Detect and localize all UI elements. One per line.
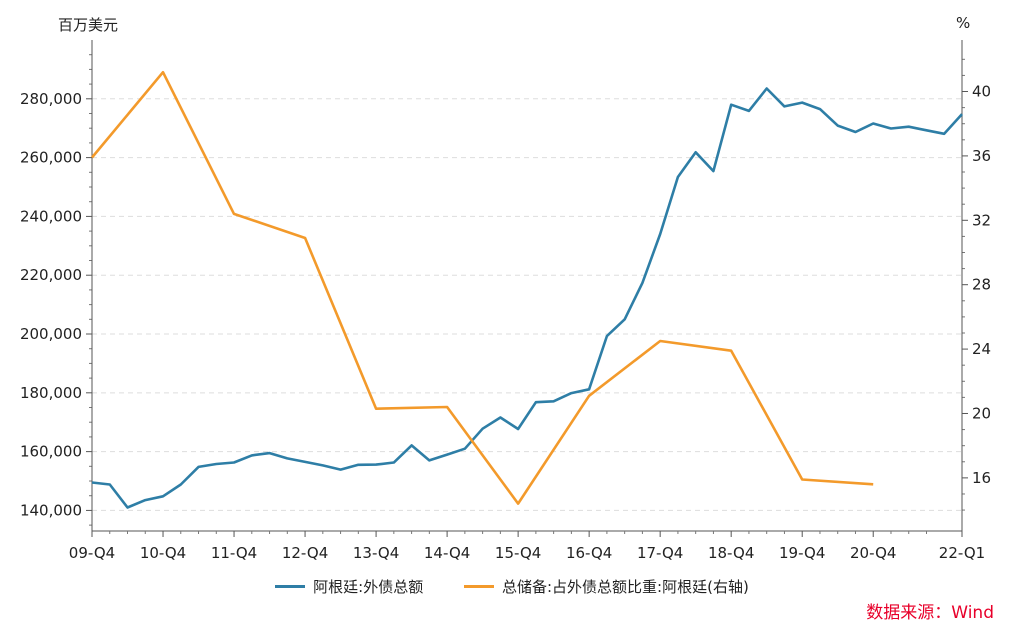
x-tick-label: 19-Q4	[779, 544, 825, 562]
axes: 140,000 160,000 180,000 200,000 220,000 240,0…	[20, 40, 991, 562]
y-left-tick-label: 220,000	[20, 266, 82, 284]
legend-label-external-debt: 阿根廷:外债总额	[313, 578, 424, 596]
y-left-tick-label: 260,000	[20, 149, 82, 167]
legend-item-external-debt[interactable]: 阿根廷:外债总额	[275, 576, 423, 597]
legend-item-reserve-ratio[interactable]: 总储备:占外债总额比重:阿根廷(右轴)	[464, 576, 749, 597]
legend-swatch-external-debt	[275, 585, 306, 588]
y-left-tick-label: 280,000	[20, 90, 82, 108]
y-left-tick-label: 160,000	[20, 443, 82, 461]
y-left-tick-label: 180,000	[20, 384, 82, 402]
x-tick-label: 17-Q4	[637, 544, 683, 562]
x-tick-label: 16-Q4	[566, 544, 612, 562]
series-line-reserve-ratio	[91, 70, 874, 505]
series-line-external-debt	[91, 87, 963, 509]
x-tick-label: 10-Q4	[140, 544, 186, 562]
x-tick-label: 15-Q4	[495, 544, 541, 562]
y-left-tick-label: 140,000	[20, 501, 82, 519]
y-right-tick-label: 20	[972, 404, 991, 422]
x-tick-label: 09-Q4	[69, 544, 115, 562]
y-right-tick-label: 24	[972, 340, 991, 358]
x-tick-label: 11-Q4	[211, 544, 257, 562]
x-tick-label: 18-Q4	[708, 544, 754, 562]
x-tick-label: 22-Q1	[939, 544, 985, 562]
legend: 阿根廷:外债总额 总储备:占外债总额比重:阿根廷(右轴)	[0, 574, 1024, 597]
grid	[92, 98, 962, 511]
x-tick-label: 12-Q4	[282, 544, 328, 562]
y-left-tick-label: 200,000	[20, 325, 82, 343]
x-tick-label: 13-Q4	[353, 544, 399, 562]
legend-label-reserve-ratio: 总储备:占外债总额比重:阿根廷(右轴)	[502, 578, 749, 596]
y-left-tick-label: 240,000	[20, 207, 82, 225]
y-right-tick-label: 36	[972, 147, 991, 165]
y-right-tick-label: 40	[972, 83, 991, 101]
y-right-tick-label: 16	[972, 469, 991, 487]
y-left-unit-label: 百万美元	[58, 16, 119, 34]
y-right-unit-label: %	[956, 14, 971, 32]
x-tick-label: 20-Q4	[850, 544, 896, 562]
y-right-tick-label: 28	[972, 276, 991, 294]
source-note: 数据来源：Wind	[866, 603, 994, 623]
legend-swatch-reserve-ratio	[464, 585, 494, 588]
y-right-tick-label: 32	[972, 211, 991, 229]
series-layer	[91, 70, 963, 509]
x-tick-label: 14-Q4	[424, 544, 470, 562]
